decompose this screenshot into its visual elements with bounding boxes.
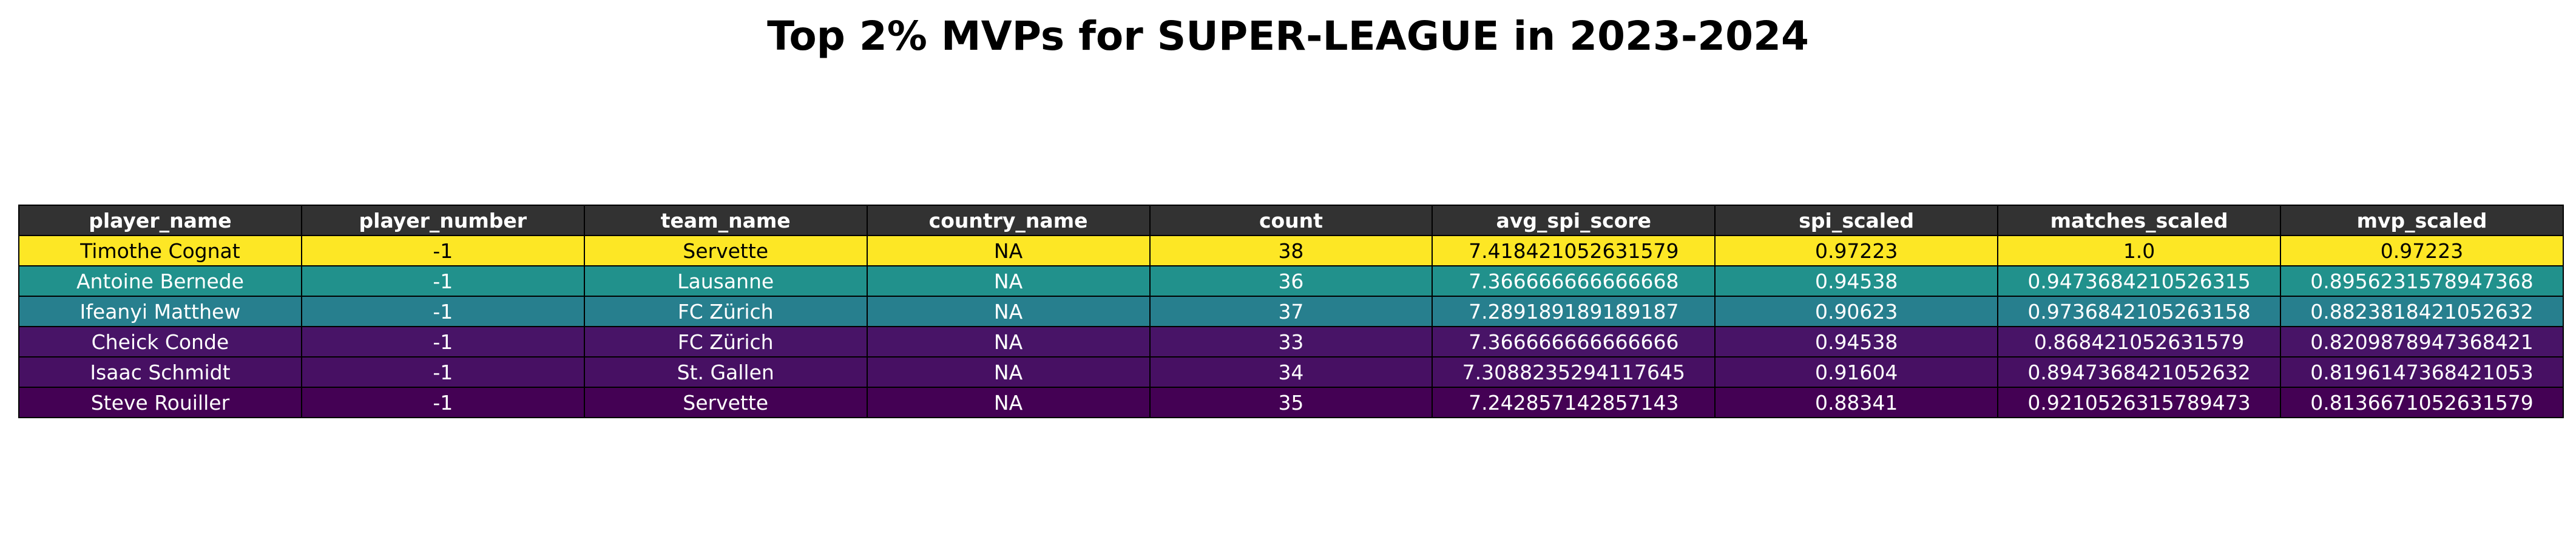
table-row: Antoine Bernede -1 Lausanne NA 36 7.366666666… [18, 265, 2564, 297]
table-cell-avg-spi-score: 7.289189189189187 [1432, 296, 1716, 327]
table-cell-player-number: -1 [300, 326, 585, 358]
table-cell-country-name: NA [866, 235, 1151, 266]
table-cell-matches-scaled: 1.0 [1997, 235, 2281, 266]
table-cell-spi-scaled: 0.94538 [1714, 265, 1999, 297]
table-body: Timothe Cognat -1 Servette NA 38 7.4184210526… [18, 235, 2564, 418]
table-cell-team-name: FC Zürich [583, 296, 868, 327]
table-cell-mvp-scaled: 0.97223 [2280, 235, 2564, 266]
table-cell-mvp-scaled: 0.8136671052631579 [2280, 387, 2564, 418]
column-header-avg-spi-score: avg_spi_score [1432, 205, 1716, 236]
table-row: Isaac Schmidt -1 St. Gallen NA 34 7.308823529… [18, 356, 2564, 388]
table-cell-avg-spi-score: 7.3088235294117645 [1432, 356, 1716, 388]
column-header-country-name: country_name [866, 205, 1151, 236]
column-header-spi-scaled: spi_scaled [1714, 205, 1999, 236]
table-cell-spi-scaled: 0.94538 [1714, 326, 1999, 358]
table-row: Cheick Conde -1 FC Zürich NA 33 7.36666666666… [18, 326, 2564, 358]
table-cell-player-name: Antoine Bernede [18, 265, 302, 297]
table-cell-avg-spi-score: 7.366666666666668 [1432, 265, 1716, 297]
table-cell-matches-scaled: 0.868421052631579 [1997, 326, 2281, 358]
table-cell-matches-scaled: 0.9210526315789473 [1997, 387, 2281, 418]
table-row: Steve Rouiller -1 Servette NA 35 7.2428571428… [18, 387, 2564, 418]
table-cell-team-name: St. Gallen [583, 356, 868, 388]
table-cell-player-number: -1 [300, 235, 585, 266]
table-cell-count: 36 [1149, 265, 1433, 297]
table-cell-player-name: Timothe Cognat [18, 235, 302, 266]
table-cell-team-name: Servette [583, 387, 868, 418]
table-cell-country-name: NA [866, 326, 1151, 358]
table-cell-player-number: -1 [300, 265, 585, 297]
table-cell-avg-spi-score: 7.418421052631579 [1432, 235, 1716, 266]
table-cell-player-name: Steve Rouiller [18, 387, 302, 418]
chart-title: Top 2% MVPs for SUPER-LEAGUE in 2023-202… [767, 13, 1809, 59]
table-cell-avg-spi-score: 7.366666666666666 [1432, 326, 1716, 358]
table-cell-team-name: Servette [583, 235, 868, 266]
column-header-count: count [1149, 205, 1433, 236]
table-cell-mvp-scaled: 0.8823818421052632 [2280, 296, 2564, 327]
table-cell-country-name: NA [866, 296, 1151, 327]
column-header-player-name: player_name [18, 205, 302, 236]
table-cell-player-name: Isaac Schmidt [18, 356, 302, 388]
table-cell-player-name: Ifeanyi Matthew [18, 296, 302, 327]
table-header-row: player_name player_number team_name country… [18, 205, 2564, 236]
table-cell-matches-scaled: 0.9473684210526315 [1997, 265, 2281, 297]
table-cell-mvp-scaled: 0.8196147368421053 [2280, 356, 2564, 388]
table-cell-country-name: NA [866, 356, 1151, 388]
table-row: Ifeanyi Matthew -1 FC Zürich NA 37 7.28918918… [18, 296, 2564, 327]
table-cell-spi-scaled: 0.90623 [1714, 296, 1999, 327]
table-row: Timothe Cognat -1 Servette NA 38 7.4184210526… [18, 235, 2564, 266]
table-cell-country-name: NA [866, 387, 1151, 418]
table-cell-team-name: FC Zürich [583, 326, 868, 358]
column-header-mvp-scaled: mvp_scaled [2280, 205, 2564, 236]
column-header-player-number: player_number [300, 205, 585, 236]
mvp-table: player_name player_number team_name country… [18, 205, 2564, 418]
table-cell-count: 35 [1149, 387, 1433, 418]
table-cell-team-name: Lausanne [583, 265, 868, 297]
table-cell-spi-scaled: 0.88341 [1714, 387, 1999, 418]
table-cell-player-name: Cheick Conde [18, 326, 302, 358]
table-cell-matches-scaled: 0.8947368421052632 [1997, 356, 2281, 388]
table-cell-country-name: NA [866, 265, 1151, 297]
table-cell-count: 37 [1149, 296, 1433, 327]
table-cell-mvp-scaled: 0.8209878947368421 [2280, 326, 2564, 358]
table-cell-count: 34 [1149, 356, 1433, 388]
table-cell-player-number: -1 [300, 356, 585, 388]
table-cell-count: 38 [1149, 235, 1433, 266]
table-cell-matches-scaled: 0.9736842105263158 [1997, 296, 2281, 327]
table-cell-avg-spi-score: 7.242857142857143 [1432, 387, 1716, 418]
table-cell-player-number: -1 [300, 296, 585, 327]
table-cell-count: 33 [1149, 326, 1433, 358]
column-header-team-name: team_name [583, 205, 868, 236]
table-cell-mvp-scaled: 0.8956231578947368 [2280, 265, 2564, 297]
column-header-matches-scaled: matches_scaled [1997, 205, 2281, 236]
table-cell-spi-scaled: 0.91604 [1714, 356, 1999, 388]
table-cell-spi-scaled: 0.97223 [1714, 235, 1999, 266]
table-cell-player-number: -1 [300, 387, 585, 418]
